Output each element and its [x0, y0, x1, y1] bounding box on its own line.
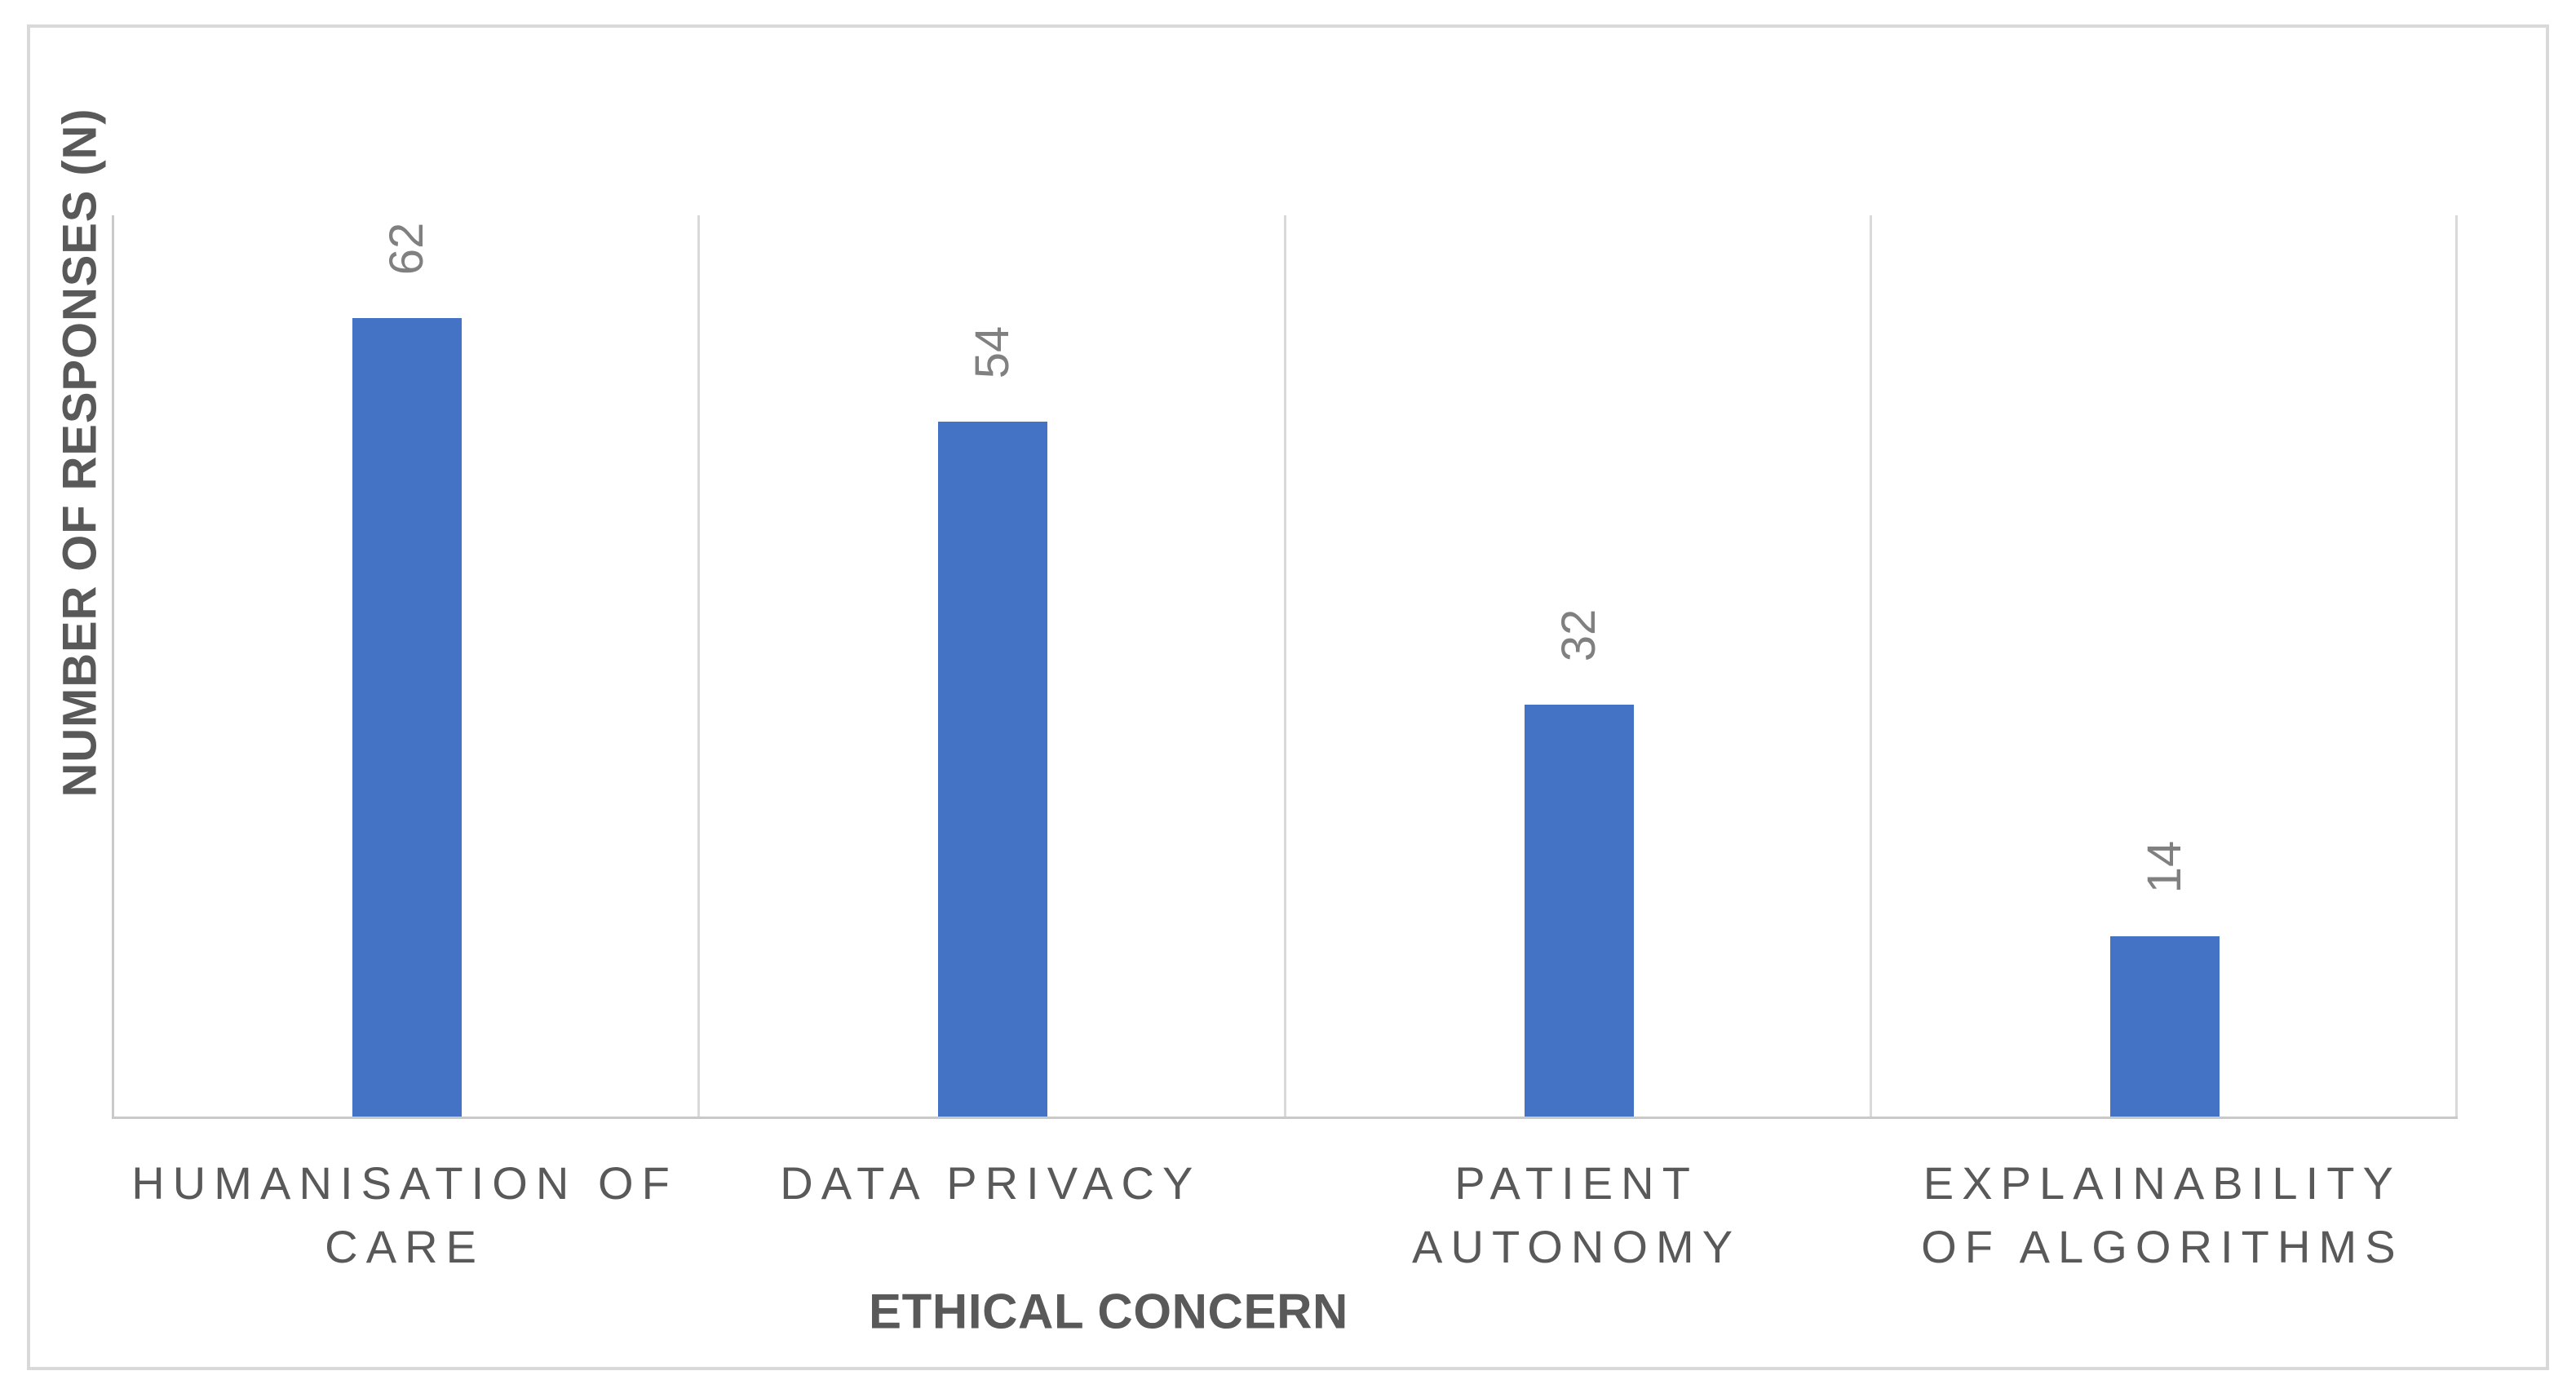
category-label: HUMANISATION OF CARE: [131, 1157, 678, 1272]
category-axis-labels: HUMANISATION OF CARE DATA PRIVACY PATIENT …: [112, 1152, 2455, 1279]
category-gridline: [1869, 215, 1872, 1117]
x-axis-title: ETHICAL CONCERN: [869, 1284, 1348, 1339]
category-label: EXPLAINABILITY OF ALGORITHMS: [1921, 1157, 2404, 1272]
category-label-slot: HUMANISATION OF CARE: [112, 1152, 697, 1279]
category-label: PATIENT AUTONOMY: [1412, 1157, 1742, 1272]
bar: [938, 421, 1048, 1117]
category-label: DATA PRIVACY: [780, 1157, 1202, 1209]
bar-value-label: 14: [2137, 840, 2191, 894]
bar: [352, 318, 463, 1117]
category-label-slot: EXPLAINABILITY OF ALGORITHMS: [1870, 1152, 2455, 1279]
y-axis-title: NUMBER OF RESPONSES (N): [53, 108, 107, 798]
category-gridline: [2455, 215, 2458, 1117]
bar: [2109, 936, 2220, 1117]
category-gridline: [1283, 215, 1286, 1117]
category-gridline: [697, 215, 701, 1117]
bar-value-label: 54: [966, 325, 1020, 378]
category-label-slot: DATA PRIVACY: [697, 1152, 1283, 1279]
bar-value-label: 62: [380, 223, 434, 276]
figure-border: [27, 24, 2549, 1370]
bar-value-label: 32: [1551, 608, 1605, 662]
plot-area: 62 54 32 14: [112, 215, 2458, 1119]
category-label-slot: PATIENT AUTONOMY: [1284, 1152, 1870, 1279]
bar: [1524, 704, 1634, 1117]
